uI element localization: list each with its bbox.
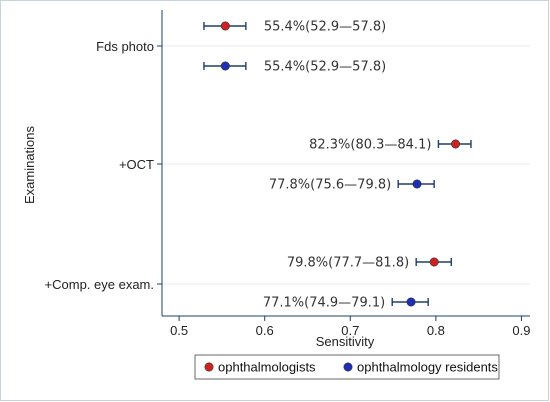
legend-marker — [343, 362, 353, 372]
y-tick-label: Fds photo — [96, 39, 154, 54]
x-axis-title: Sensitivity — [316, 334, 375, 349]
y-tick-label: +OCT — [119, 157, 154, 172]
axes: 0.5 0.6 0.7 0.8 0.9 Fds photo +OCT +Comp. eye e… — [45, 10, 530, 338]
legend-label: ophthalmology residents — [357, 360, 498, 375]
data-label: 55.4%(52.9—57.8) — [264, 20, 386, 35]
x-tick-label: 0.5 — [170, 323, 188, 338]
data-label: 77.8%(75.6—79.8) — [269, 178, 391, 193]
data-label: 55.4%(52.9—57.8) — [264, 60, 386, 75]
data-point — [220, 61, 230, 71]
data-labels: 55.4%(52.9—57.8) 82.3%(80.3—84.1) 79.8%(77… — [263, 20, 432, 311]
x-tick-label: 0.9 — [512, 323, 530, 338]
x-tick-label: 0.7 — [341, 323, 359, 338]
y-axis-title: Examinations — [22, 125, 37, 204]
legend-marker — [204, 362, 214, 372]
x-tick-label: 0.8 — [427, 323, 445, 338]
data-point — [451, 139, 461, 149]
data-label: 77.1%(74.9—79.1) — [263, 296, 385, 311]
legend: ophthalmologists ophthalmology residents — [194, 354, 500, 380]
data-label: 82.3%(80.3—84.1) — [309, 138, 431, 153]
x-tick-label: 0.6 — [256, 323, 274, 338]
data-point — [220, 21, 230, 31]
data-label: 79.8%(77.7—81.8) — [287, 256, 409, 271]
grid-lines — [162, 45, 530, 285]
legend-label: ophthalmologists — [218, 360, 316, 375]
data-point — [406, 297, 416, 307]
data-point — [429, 257, 439, 267]
data-points — [220, 21, 461, 307]
y-tick-label: +Comp. eye exam. — [45, 277, 154, 292]
data-point — [412, 179, 422, 189]
